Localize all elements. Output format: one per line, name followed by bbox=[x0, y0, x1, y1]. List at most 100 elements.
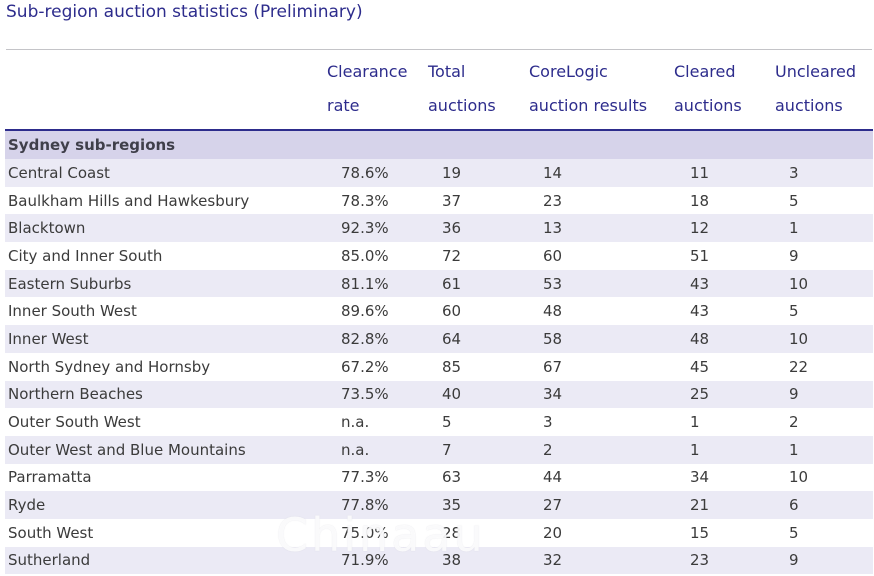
cell-clearance-rate: 73.5% bbox=[327, 380, 428, 409]
cell-total-auctions: 36 bbox=[428, 214, 529, 243]
cell-clearance-rate: 78.3% bbox=[327, 186, 428, 215]
cell-cleared-auctions: 18 bbox=[674, 186, 775, 215]
cell-clearance-rate: 85.0% bbox=[327, 242, 428, 270]
title-divider bbox=[6, 49, 872, 50]
header-uncleared-auctions: Uncleared auctions bbox=[775, 51, 873, 131]
cell-corelogic-results: 20 bbox=[529, 518, 674, 547]
cell-total-auctions: 85 bbox=[428, 352, 529, 381]
cell-cleared-auctions: 43 bbox=[674, 297, 775, 326]
cell-cleared-auctions: 1 bbox=[674, 408, 775, 436]
cell-clearance-rate: 78.6% bbox=[327, 159, 428, 187]
table-row: City and Inner South 85.0% 72 60 51 9 bbox=[5, 242, 873, 270]
header-clearance-rate: Clearance rate bbox=[327, 51, 428, 131]
header-line: rate bbox=[327, 96, 360, 115]
cell-corelogic-results: 23 bbox=[529, 186, 674, 215]
table-row: Ryde 77.8% 35 27 21 6 bbox=[5, 491, 873, 519]
table-row: South West 75.0% 28 20 15 5 bbox=[5, 518, 873, 547]
cell-uncleared-auctions: 2 bbox=[775, 408, 873, 436]
cell-uncleared-auctions: 9 bbox=[775, 380, 873, 409]
cell-region-name: City and Inner South bbox=[5, 242, 327, 270]
cell-uncleared-auctions: 9 bbox=[775, 242, 873, 270]
cell-cleared-auctions: 43 bbox=[674, 269, 775, 298]
header-line: CoreLogic bbox=[529, 62, 608, 81]
table-row: North Sydney and Hornsby 67.2% 85 67 45 22 bbox=[5, 352, 873, 381]
table-row: Parramatta 77.3% 63 44 34 10 bbox=[5, 463, 873, 492]
cell-region-name: Inner West bbox=[5, 325, 327, 353]
cell-cleared-auctions: 48 bbox=[674, 325, 775, 353]
cell-total-auctions: 7 bbox=[428, 435, 529, 464]
cell-cleared-auctions: 11 bbox=[674, 159, 775, 187]
cell-clearance-rate: n.a. bbox=[327, 408, 428, 436]
cell-region-name: Sutherland bbox=[5, 546, 327, 575]
table-body: Sydney sub-regions Central Coast 78.6% 19 1… bbox=[5, 130, 873, 575]
header-line: Total bbox=[428, 62, 466, 81]
cell-corelogic-results: 44 bbox=[529, 463, 674, 492]
cell-uncleared-auctions: 22 bbox=[775, 352, 873, 381]
auction-statistics-table: Clearance rate Total auctions CoreLogic … bbox=[5, 51, 873, 575]
cell-clearance-rate: 67.2% bbox=[327, 352, 428, 381]
cell-region-name: Central Coast bbox=[5, 159, 327, 187]
table-row: Sutherland 71.9% 38 32 23 9 bbox=[5, 546, 873, 575]
cell-clearance-rate: 77.3% bbox=[327, 463, 428, 492]
cell-total-auctions: 72 bbox=[428, 242, 529, 270]
cell-uncleared-auctions: 3 bbox=[775, 159, 873, 187]
header-line: auctions bbox=[674, 96, 742, 115]
cell-corelogic-results: 13 bbox=[529, 214, 674, 243]
table-row: Inner South West 89.6% 60 48 43 5 bbox=[5, 297, 873, 326]
table-row: Baulkham Hills and Hawkesbury 78.3% 37 23 18… bbox=[5, 186, 873, 215]
cell-cleared-auctions: 23 bbox=[674, 546, 775, 575]
header-line: auctions bbox=[428, 96, 496, 115]
cell-uncleared-auctions: 5 bbox=[775, 186, 873, 215]
cell-total-auctions: 28 bbox=[428, 518, 529, 547]
cell-uncleared-auctions: 6 bbox=[775, 491, 873, 519]
cell-region-name: North Sydney and Hornsby bbox=[5, 352, 327, 381]
cell-total-auctions: 61 bbox=[428, 269, 529, 298]
table-row: Central Coast 78.6% 19 14 11 3 bbox=[5, 159, 873, 187]
table-row: Outer West and Blue Mountains n.a. 7 2 1 1 bbox=[5, 435, 873, 464]
cell-region-name: Ryde bbox=[5, 491, 327, 519]
cell-clearance-rate: 89.6% bbox=[327, 297, 428, 326]
cell-uncleared-auctions: 10 bbox=[775, 463, 873, 492]
section-header-row: Sydney sub-regions bbox=[5, 130, 873, 159]
cell-cleared-auctions: 51 bbox=[674, 242, 775, 270]
cell-region-name: Outer West and Blue Mountains bbox=[5, 435, 327, 464]
header-corelogic-results: CoreLogic auction results bbox=[529, 51, 674, 131]
cell-uncleared-auctions: 5 bbox=[775, 518, 873, 547]
cell-cleared-auctions: 45 bbox=[674, 352, 775, 381]
header-total-auctions: Total auctions bbox=[428, 51, 529, 131]
cell-clearance-rate: 71.9% bbox=[327, 546, 428, 575]
cell-uncleared-auctions: 1 bbox=[775, 435, 873, 464]
cell-uncleared-auctions: 10 bbox=[775, 269, 873, 298]
cell-corelogic-results: 34 bbox=[529, 380, 674, 409]
table-row: Blacktown 92.3% 36 13 12 1 bbox=[5, 214, 873, 243]
header-line: Uncleared bbox=[775, 62, 856, 81]
header-line: auctions bbox=[775, 96, 843, 115]
cell-cleared-auctions: 1 bbox=[674, 435, 775, 464]
cell-clearance-rate: 82.8% bbox=[327, 325, 428, 353]
page-title: Sub-region auction statistics (Prelimina… bbox=[6, 2, 363, 22]
cell-clearance-rate: n.a. bbox=[327, 435, 428, 464]
cell-total-auctions: 38 bbox=[428, 546, 529, 575]
cell-total-auctions: 63 bbox=[428, 463, 529, 492]
section-title: Sydney sub-regions bbox=[5, 130, 873, 159]
cell-region-name: Inner South West bbox=[5, 297, 327, 326]
cell-corelogic-results: 14 bbox=[529, 159, 674, 187]
cell-corelogic-results: 58 bbox=[529, 325, 674, 353]
cell-uncleared-auctions: 9 bbox=[775, 546, 873, 575]
cell-corelogic-results: 67 bbox=[529, 352, 674, 381]
cell-total-auctions: 35 bbox=[428, 491, 529, 519]
header-region bbox=[5, 51, 327, 131]
table-header-row: Clearance rate Total auctions CoreLogic … bbox=[5, 51, 873, 131]
cell-uncleared-auctions: 10 bbox=[775, 325, 873, 353]
cell-region-name: Outer South West bbox=[5, 408, 327, 436]
cell-corelogic-results: 53 bbox=[529, 269, 674, 298]
cell-cleared-auctions: 15 bbox=[674, 518, 775, 547]
cell-total-auctions: 60 bbox=[428, 297, 529, 326]
table-row: Inner West 82.8% 64 58 48 10 bbox=[5, 325, 873, 353]
cell-cleared-auctions: 34 bbox=[674, 463, 775, 492]
cell-total-auctions: 37 bbox=[428, 186, 529, 215]
cell-corelogic-results: 48 bbox=[529, 297, 674, 326]
table-row: Eastern Suburbs 81.1% 61 53 43 10 bbox=[5, 269, 873, 298]
table-row: Outer South West n.a. 5 3 1 2 bbox=[5, 408, 873, 436]
cell-corelogic-results: 3 bbox=[529, 408, 674, 436]
